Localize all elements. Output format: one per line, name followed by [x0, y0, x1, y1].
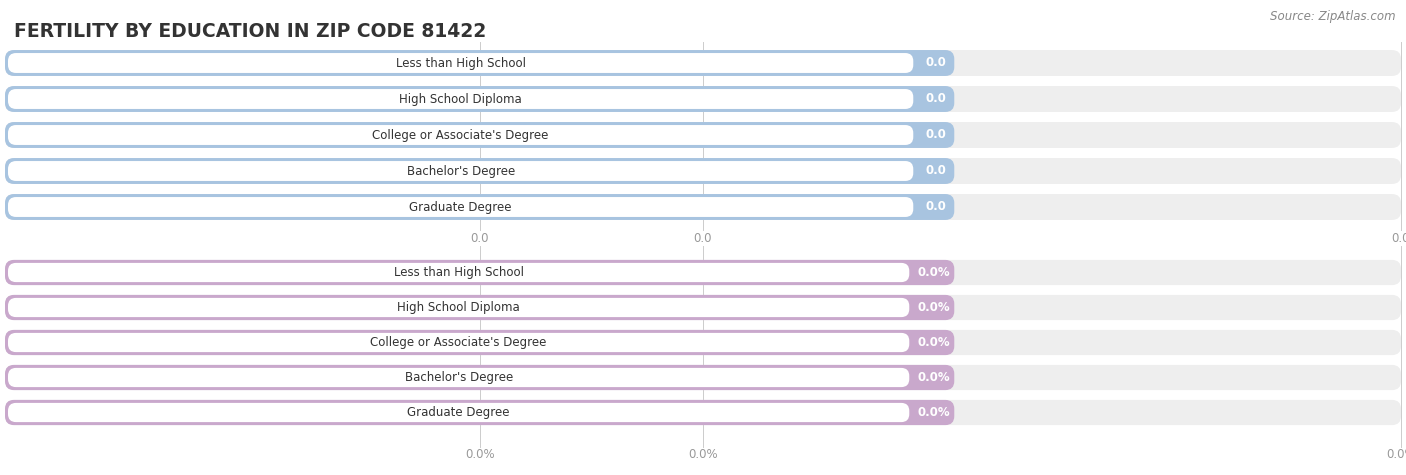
Text: 0.0%: 0.0%: [918, 371, 950, 384]
FancyBboxPatch shape: [6, 50, 1400, 76]
FancyBboxPatch shape: [6, 86, 1400, 112]
Text: College or Associate's Degree: College or Associate's Degree: [373, 129, 548, 142]
Text: 0.0: 0.0: [693, 231, 713, 245]
Text: 0.0%: 0.0%: [918, 266, 950, 279]
Text: 0.0%: 0.0%: [918, 406, 950, 419]
Text: Less than High School: Less than High School: [394, 266, 523, 279]
Text: Graduate Degree: Graduate Degree: [408, 406, 510, 419]
Text: High School Diploma: High School Diploma: [398, 301, 520, 314]
Text: High School Diploma: High School Diploma: [399, 93, 522, 105]
FancyBboxPatch shape: [8, 53, 914, 73]
FancyBboxPatch shape: [6, 86, 955, 112]
FancyBboxPatch shape: [8, 333, 910, 352]
Text: 0.0%: 0.0%: [465, 448, 495, 462]
Text: 0.0: 0.0: [471, 231, 489, 245]
FancyBboxPatch shape: [6, 194, 1400, 220]
Text: 0.0: 0.0: [925, 164, 946, 178]
Text: 0.0: 0.0: [1392, 231, 1406, 245]
FancyBboxPatch shape: [6, 50, 955, 76]
FancyBboxPatch shape: [8, 125, 914, 145]
Text: FERTILITY BY EDUCATION IN ZIP CODE 81422: FERTILITY BY EDUCATION IN ZIP CODE 81422: [14, 22, 486, 41]
FancyBboxPatch shape: [6, 260, 1400, 285]
FancyBboxPatch shape: [6, 295, 1400, 320]
Text: 0.0%: 0.0%: [918, 301, 950, 314]
Text: Graduate Degree: Graduate Degree: [409, 200, 512, 213]
FancyBboxPatch shape: [6, 295, 955, 320]
FancyBboxPatch shape: [6, 260, 955, 285]
Text: Source: ZipAtlas.com: Source: ZipAtlas.com: [1271, 10, 1396, 23]
FancyBboxPatch shape: [6, 122, 955, 148]
Text: 0.0: 0.0: [925, 129, 946, 142]
FancyBboxPatch shape: [8, 263, 910, 282]
FancyBboxPatch shape: [6, 400, 955, 425]
FancyBboxPatch shape: [8, 161, 914, 181]
Text: Bachelor's Degree: Bachelor's Degree: [406, 164, 515, 178]
FancyBboxPatch shape: [6, 330, 955, 355]
Text: Less than High School: Less than High School: [395, 57, 526, 69]
Text: 0.0: 0.0: [925, 200, 946, 213]
Text: Bachelor's Degree: Bachelor's Degree: [405, 371, 513, 384]
Text: 0.0%: 0.0%: [918, 336, 950, 349]
Text: College or Associate's Degree: College or Associate's Degree: [370, 336, 547, 349]
Text: 0.0%: 0.0%: [688, 448, 718, 462]
FancyBboxPatch shape: [6, 400, 1400, 425]
FancyBboxPatch shape: [8, 197, 914, 217]
Text: 0.0%: 0.0%: [1386, 448, 1406, 462]
FancyBboxPatch shape: [6, 194, 955, 220]
FancyBboxPatch shape: [8, 368, 910, 387]
FancyBboxPatch shape: [6, 365, 1400, 390]
Text: 0.0: 0.0: [925, 57, 946, 69]
Text: 0.0: 0.0: [925, 93, 946, 105]
FancyBboxPatch shape: [6, 365, 955, 390]
FancyBboxPatch shape: [8, 89, 914, 109]
FancyBboxPatch shape: [6, 158, 1400, 184]
FancyBboxPatch shape: [6, 330, 1400, 355]
FancyBboxPatch shape: [8, 403, 910, 422]
FancyBboxPatch shape: [8, 298, 910, 317]
FancyBboxPatch shape: [6, 122, 1400, 148]
FancyBboxPatch shape: [6, 158, 955, 184]
